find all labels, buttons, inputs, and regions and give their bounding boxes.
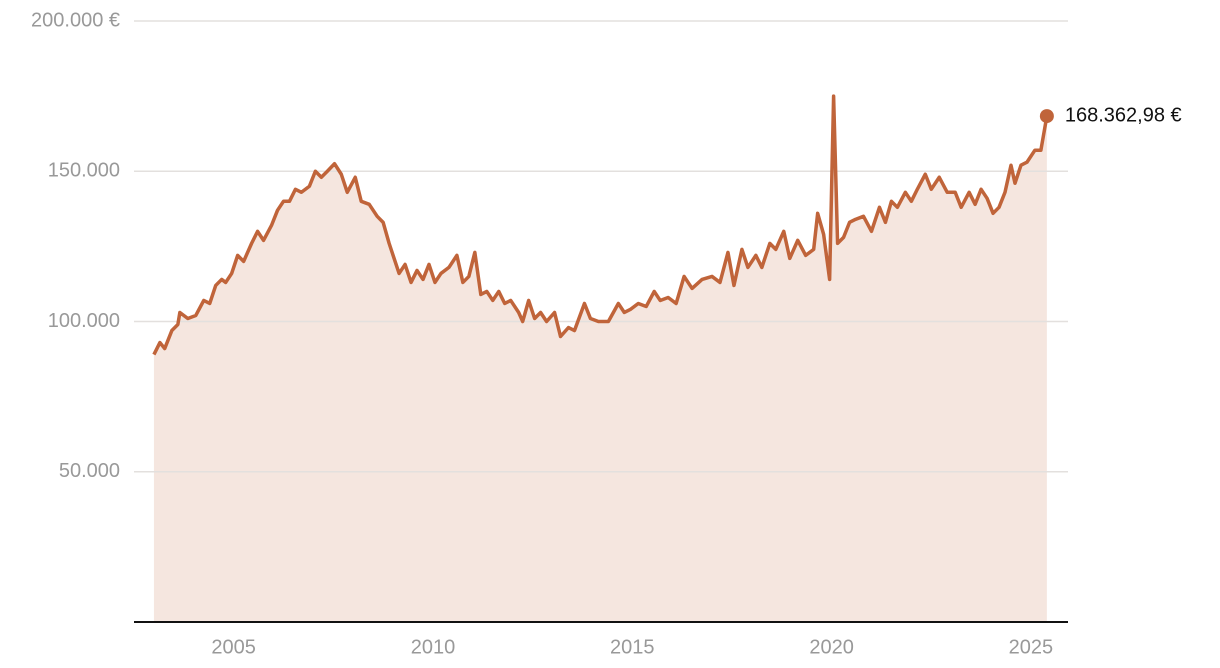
x-tick-label: 2005 bbox=[211, 636, 256, 658]
line bbox=[152, 94, 1049, 356]
background-layer bbox=[153, 96, 1047, 622]
y-tick-label: 50.000 bbox=[59, 460, 120, 482]
y-tick-label: 100.000 bbox=[48, 310, 120, 332]
area-fill bbox=[153, 96, 1047, 622]
x-tick-label: 2020 bbox=[809, 636, 854, 658]
x-tick-label: 2015 bbox=[610, 636, 655, 658]
end-label: 168.362,98 € bbox=[1065, 104, 1182, 126]
x-tick-label: 2025 bbox=[1009, 636, 1054, 658]
y-tick-label: 150.000 bbox=[48, 160, 120, 182]
end-point bbox=[1039, 109, 1054, 124]
x-tick-label: 2010 bbox=[411, 636, 456, 658]
y-tick-label: 200.000 € bbox=[31, 9, 120, 31]
